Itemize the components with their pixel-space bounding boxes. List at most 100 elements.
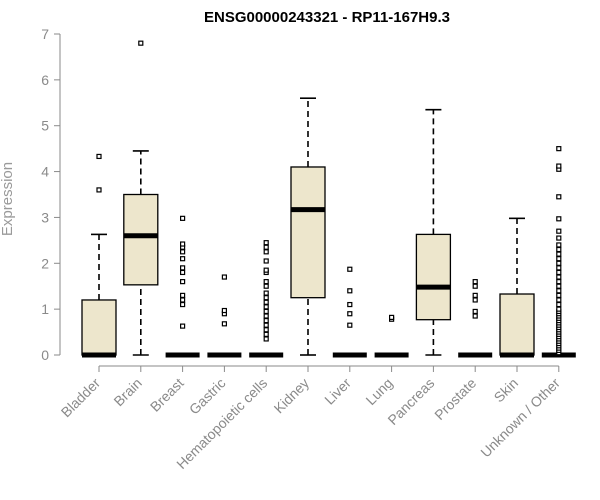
outlier-point: [472, 313, 478, 319]
box-iqr: [123, 193, 159, 286]
x-tick-label: Prostate: [431, 375, 479, 423]
outlier-point: [556, 301, 562, 308]
outlier-point: [347, 301, 353, 308]
outlier-point: [96, 187, 102, 193]
outlier-point: [556, 251, 562, 257]
outlier-point: [347, 311, 353, 317]
x-tick-label: Unknown / Other: [477, 375, 563, 461]
outlier-point: [556, 163, 562, 169]
outlier-point: [263, 313, 269, 319]
box-iqr: [81, 299, 117, 356]
outlier-point: [180, 279, 186, 285]
x-tick-label: Liver: [321, 375, 354, 408]
outlier-point: [556, 256, 562, 262]
y-tick-label: 5: [41, 118, 49, 134]
outlier-point: [180, 265, 186, 271]
outlier-point: [138, 40, 144, 46]
x-tick-label: Kidney: [271, 375, 313, 417]
outlier-point: [263, 249, 269, 255]
outlier-point: [96, 153, 102, 160]
outlier-point: [180, 215, 186, 221]
outlier-point: [263, 318, 269, 324]
outlier-point: [472, 297, 478, 303]
outlier-point: [263, 331, 269, 337]
outlier-point: [263, 295, 269, 301]
chart-title: ENSG00000243321 - RP11-167H9.3: [204, 9, 450, 26]
outlier-point: [556, 228, 562, 234]
y-axis-label: Expression: [0, 162, 16, 236]
outlier-point: [180, 292, 186, 298]
outlier-point: [263, 304, 269, 310]
outlier-point: [221, 307, 227, 314]
outlier-point: [263, 258, 269, 264]
outlier-point: [263, 336, 269, 342]
outlier-point: [180, 269, 186, 276]
outlier-point: [556, 242, 562, 248]
outlier-point: [556, 216, 562, 222]
outlier-point: [180, 249, 186, 255]
outlier-point: [556, 306, 562, 312]
outlier-point: [263, 283, 269, 289]
box-group: [499, 217, 535, 358]
box-iqr: [415, 233, 452, 321]
x-tick-label: Lung: [362, 375, 395, 408]
y-tick-label: 2: [41, 255, 49, 271]
box-group: [249, 240, 284, 358]
box-group: [290, 97, 326, 356]
outlier-point: [180, 323, 186, 329]
box-group: [165, 215, 200, 358]
x-tick-label: Skin: [491, 375, 522, 406]
outlier-point: [556, 274, 562, 280]
outlier-point: [472, 279, 478, 285]
box-group: [415, 108, 452, 356]
y-tick-label: 7: [41, 26, 49, 42]
outlier-point: [556, 297, 562, 303]
outlier-point: [263, 299, 269, 305]
outlier-point: [556, 246, 562, 253]
outlier-point: [180, 256, 186, 262]
outlier-point: [556, 235, 562, 241]
outlier-point: [263, 279, 269, 285]
outlier-point: [556, 265, 562, 271]
outlier-point: [180, 297, 186, 303]
outlier-point: [556, 283, 562, 289]
outlier-point: [263, 244, 269, 250]
y-tick-label: 4: [41, 164, 49, 180]
outlier-point: [347, 288, 353, 294]
outlier-point: [556, 288, 562, 294]
plot-marks: [81, 40, 576, 358]
box-group: [332, 266, 367, 358]
box-group: [541, 146, 576, 358]
outlier-point: [263, 267, 269, 273]
y-axis: 0 1 2 3 4 5 6 7: [41, 26, 61, 363]
outlier-point: [556, 146, 562, 152]
y-tick-label: 0: [41, 347, 49, 363]
outlier-point: [347, 322, 353, 328]
outlier-point: [556, 292, 562, 298]
outlier-point: [263, 290, 269, 296]
outlier-point: [472, 292, 478, 298]
outlier-point: [347, 266, 353, 272]
y-tick-label: 3: [41, 209, 49, 225]
box-group: [207, 274, 242, 358]
y-tick-label: 6: [41, 72, 49, 88]
box-group: [81, 153, 117, 358]
x-tick-label: Bladder: [58, 375, 104, 421]
outlier-point: [472, 308, 478, 315]
outlier-point: [221, 321, 227, 327]
x-tick-label: Brain: [110, 375, 144, 409]
outlier-point: [263, 240, 269, 246]
y-tick-label: 1: [41, 301, 49, 317]
outlier-point: [556, 279, 562, 285]
box-group: [458, 279, 493, 358]
outlier-point: [472, 283, 478, 289]
outlier-point: [389, 314, 395, 320]
outlier-point: [556, 269, 562, 276]
outlier-point: [556, 260, 562, 266]
outlier-point: [556, 194, 562, 200]
outlier-point: [221, 274, 227, 280]
box-group: [374, 314, 409, 358]
outlier-point: [180, 301, 186, 308]
